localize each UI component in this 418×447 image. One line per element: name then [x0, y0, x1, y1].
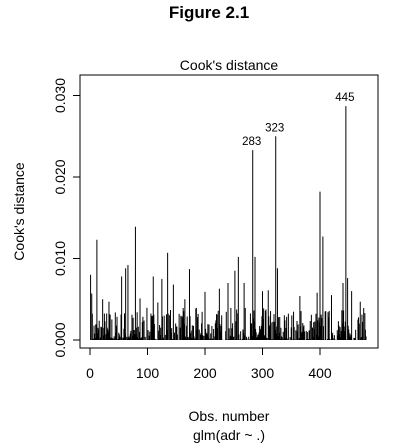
x-tick-label: 0: [86, 365, 94, 381]
y-axis-label: Cook's distance: [11, 162, 27, 261]
point-annotation: 283: [242, 136, 261, 148]
y-tick-label: 0.010: [52, 241, 68, 276]
x-tick-label: 400: [308, 365, 332, 381]
y-tick-label: 0.020: [52, 159, 68, 194]
chart-title: Cook's distance: [180, 57, 279, 73]
y-tick-label: 0.030: [52, 78, 68, 113]
x-tick-label: 300: [251, 365, 275, 381]
plot-frame: [79, 74, 379, 349]
point-annotation: 323: [265, 122, 284, 134]
x-tick-label: 100: [136, 365, 160, 381]
model-subtitle: glm(adr ~ .): [193, 427, 265, 443]
x-tick-label: 200: [193, 365, 217, 381]
y-tick-label: 0.000: [52, 322, 68, 357]
point-annotation: 445: [335, 92, 354, 104]
figure-title: Figure 2.1: [168, 3, 250, 22]
x-axis-label: Obs. number: [189, 408, 270, 424]
